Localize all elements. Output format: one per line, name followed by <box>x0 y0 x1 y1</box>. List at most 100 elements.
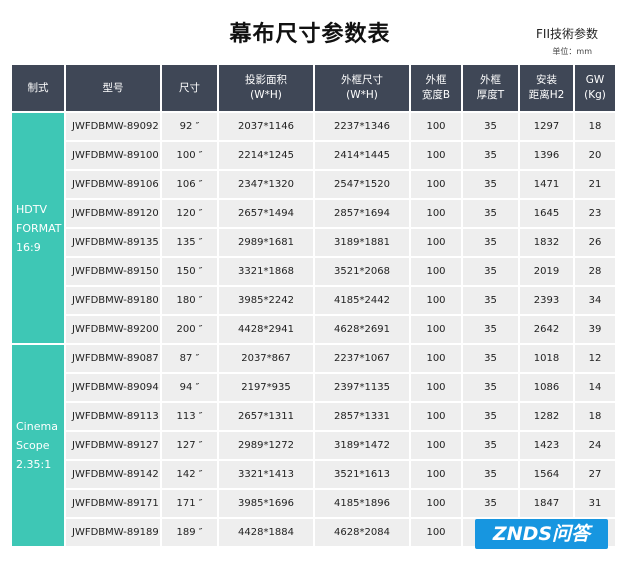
table-row: JWFDBMW-89106 106 ″ 2347*1320 2547*1520 100 3… <box>12 171 615 198</box>
cell-size: 150 ″ <box>162 258 217 285</box>
cell-projection-area: 3321*1413 <box>219 461 313 488</box>
cell-outer-size: 3521*1613 <box>315 461 409 488</box>
cell-frame-width: 100 <box>411 345 461 372</box>
cell-model: JWFDBMW-89106 <box>66 171 160 198</box>
table-row: JWFDBMW-89142 142 ″ 3321*1413 3521*1613 100 3… <box>12 461 615 488</box>
cell-model: JWFDBMW-89113 <box>66 403 160 430</box>
cell-install-distance: 1471 <box>520 171 573 198</box>
cell-outer-size: 3189*1881 <box>315 229 409 256</box>
cell-frame-width: 100 <box>411 490 461 517</box>
cell-frame-thickness: 35 <box>463 229 518 256</box>
cell-model: JWFDBMW-89180 <box>66 287 160 314</box>
cell-frame-thickness: 35 <box>463 461 518 488</box>
cell-model: JWFDBMW-89092 <box>66 113 160 140</box>
cell-frame-width: 100 <box>411 403 461 430</box>
cell-install-distance: 2393 <box>520 287 573 314</box>
cell-frame-width: 100 <box>411 461 461 488</box>
cell-frame-width: 100 <box>411 229 461 256</box>
format-group-cell: HDTV FORMAT 16:9 <box>12 113 64 343</box>
cell-outer-size: 3189*1472 <box>315 432 409 459</box>
table-row: JWFDBMW-89171 171 ″ 3985*1696 4185*1896 100 3… <box>12 490 615 517</box>
cell-projection-area: 3985*2242 <box>219 287 313 314</box>
cell-projection-area: 2347*1320 <box>219 171 313 198</box>
cell-install-distance: 2019 <box>520 258 573 285</box>
col-header-format: 制式 <box>12 65 64 111</box>
cell-frame-thickness: 35 <box>463 403 518 430</box>
cell-install-distance: 1564 <box>520 461 573 488</box>
cell-outer-size: 2237*1067 <box>315 345 409 372</box>
cell-install-distance: 1282 <box>520 403 573 430</box>
cell-frame-thickness: 35 <box>463 374 518 401</box>
cell-outer-size: 2414*1445 <box>315 142 409 169</box>
col-header-frame-width: 外框 宽度B <box>411 65 461 111</box>
cell-install-distance: 1832 <box>520 229 573 256</box>
cell-frame-width: 100 <box>411 519 461 546</box>
cell-projection-area: 2657*1311 <box>219 403 313 430</box>
cell-size: 120 ″ <box>162 200 217 227</box>
cell-projection-area: 2989*1272 <box>219 432 313 459</box>
col-header-frame-thickness: 外框 厚度T <box>463 65 518 111</box>
cell-size: 180 ″ <box>162 287 217 314</box>
cell-install-distance: 1423 <box>520 432 573 459</box>
table-row: Cinema Scope 2.35:1 JWFDBMW-89087 87 ″ 2037… <box>12 345 615 546</box>
cell-frame-thickness: 35 <box>463 432 518 459</box>
unit-label: 单位：mm <box>552 47 592 56</box>
cell-model: JWFDBMW-89120 <box>66 200 160 227</box>
cell-gw: 26 <box>575 229 615 256</box>
cell-gw: 20 <box>575 142 615 169</box>
cell-model: JWFDBMW-89142 <box>66 461 160 488</box>
cell-model: JWFDBMW-89171 <box>66 490 160 517</box>
cell-frame-width: 100 <box>411 200 461 227</box>
table-row: JWFDBMW-89113 113 ″ 2657*1311 2857*1331 100 3… <box>12 403 615 430</box>
cell-frame-width: 100 <box>411 142 461 169</box>
cell-model: JWFDBMW-89087 <box>66 345 160 372</box>
cell-size: 171 ″ <box>162 490 217 517</box>
table-row: JWFDBMW-89127 127 ″ 2989*1272 3189*1472 100 3… <box>12 432 615 459</box>
cell-frame-width: 100 <box>411 258 461 285</box>
cell-install-distance: 1086 <box>520 374 573 401</box>
cell-projection-area: 2037*1146 <box>219 113 313 140</box>
col-header-outer-size: 外框尺寸 (W*H) <box>315 65 409 111</box>
cell-frame-thickness: 35 <box>463 113 518 140</box>
cell-model: JWFDBMW-89135 <box>66 229 160 256</box>
watermark-logo: ZNDS问答 <box>475 519 608 549</box>
cell-outer-size: 4185*1896 <box>315 490 409 517</box>
cell-frame-width: 100 <box>411 113 461 140</box>
cell-install-distance: 1396 <box>520 142 573 169</box>
cell-projection-area: 3321*1868 <box>219 258 313 285</box>
table-row: JWFDBMW-89180 180 ″ 3985*2242 4185*2442 100 3… <box>12 287 615 314</box>
cell-install-distance: 1018 <box>520 345 573 372</box>
cell-frame-thickness: 35 <box>463 490 518 517</box>
cell-gw: 18 <box>575 113 615 140</box>
col-header-size: 尺寸 <box>162 65 217 111</box>
cell-frame-width: 100 <box>411 171 461 198</box>
cell-size: 94 ″ <box>162 374 217 401</box>
spec-table: 制式 型号 尺寸 投影面积 (W*H) 外框尺寸 (W*H) 外框 宽度B 外框… <box>10 63 617 548</box>
cell-frame-width: 100 <box>411 374 461 401</box>
cell-gw: 28 <box>575 258 615 285</box>
spec-subtitle: FII技術参数 <box>536 27 598 41</box>
table-row: JWFDBMW-89120 120 ″ 2657*1494 2857*1694 100 3… <box>12 200 615 227</box>
cell-projection-area: 2657*1494 <box>219 200 313 227</box>
cell-gw: 23 <box>575 200 615 227</box>
cell-gw: 14 <box>575 374 615 401</box>
col-header-install-distance: 安装 距离H2 <box>520 65 573 111</box>
table-row: JWFDBMW-89200 200 ″ 4428*2941 4628*2691 100 3… <box>12 316 615 343</box>
cell-gw: 31 <box>575 490 615 517</box>
cell-install-distance: 1847 <box>520 490 573 517</box>
table-row: JWFDBMW-89100 100 ″ 2214*1245 2414*1445 100 3… <box>12 142 615 169</box>
cell-outer-size: 4185*2442 <box>315 287 409 314</box>
cell-size: 142 ″ <box>162 461 217 488</box>
cell-install-distance: 2642 <box>520 316 573 343</box>
col-header-model: 型号 <box>66 65 160 111</box>
cell-projection-area: 4428*2941 <box>219 316 313 343</box>
cell-gw: 18 <box>575 403 615 430</box>
cell-size: 100 ″ <box>162 142 217 169</box>
cell-outer-size: 2547*1520 <box>315 171 409 198</box>
cell-outer-size: 2857*1331 <box>315 403 409 430</box>
cell-size: 92 ″ <box>162 113 217 140</box>
cell-frame-thickness: 35 <box>463 258 518 285</box>
cell-projection-area: 2197*935 <box>219 374 313 401</box>
cell-gw: 21 <box>575 171 615 198</box>
table-row: JWFDBMW-89150 150 ″ 3321*1868 3521*2068 100 3… <box>12 258 615 285</box>
